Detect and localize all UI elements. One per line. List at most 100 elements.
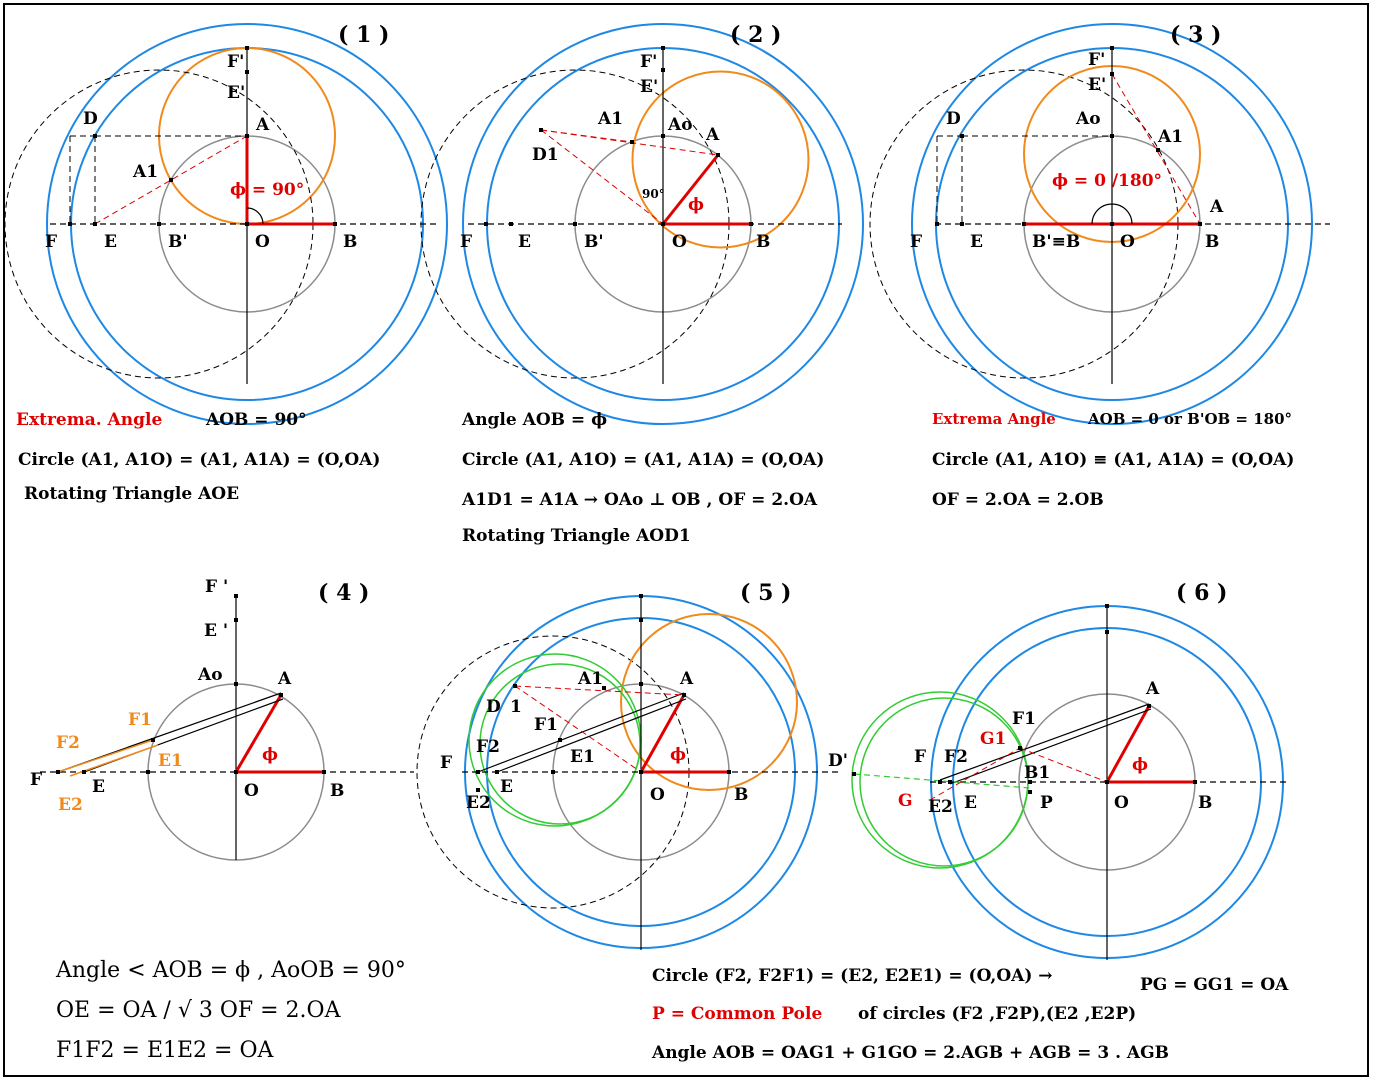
label-A: A [1209, 197, 1224, 217]
point-marker [1156, 148, 1160, 152]
point-marker [661, 46, 665, 50]
label-B: B [1205, 232, 1219, 252]
segment-OA [661, 154, 720, 225]
label-E: E [964, 793, 977, 813]
label-D: D [83, 109, 98, 129]
label-A: A [255, 115, 270, 135]
point-marker [1018, 746, 1022, 750]
point-marker [245, 134, 249, 138]
label-A1: A1 [1157, 127, 1183, 147]
figure-frame [3, 3, 1369, 1077]
point-marker [1110, 134, 1114, 138]
line-FA [477, 692, 685, 773]
point-marker [234, 618, 238, 622]
label-A: A [679, 669, 694, 689]
caption-4-b: OE = OA / √ 3 OF = 2.OA [56, 998, 341, 1023]
label-E1: E1 [570, 747, 595, 767]
point-marker [1110, 222, 1114, 226]
label-E: E [970, 232, 983, 252]
point-marker [279, 693, 283, 697]
panel-5-labels: F E O B A D 1 A1 F1 F2 E1 E2 ϕ [440, 669, 748, 813]
point-marker [573, 222, 577, 226]
label-F: F [45, 232, 57, 252]
point-marker [234, 770, 238, 774]
label-B-prime: B' [168, 232, 188, 252]
label-F-prime: F' [227, 52, 244, 72]
label-B-prime: B' [584, 232, 604, 252]
label-E-prime: E' [227, 83, 245, 103]
point-marker [56, 770, 60, 774]
point-marker [245, 46, 249, 50]
point-marker [639, 618, 643, 622]
point-marker [509, 222, 513, 226]
caption-6-a: Circle (F2, F2F1) = (E2, E2E1) = (O,OA) … [652, 966, 1053, 986]
label-E-prime: E' [1088, 75, 1106, 95]
caption-1-c: Rotating Triangle AOE [24, 484, 240, 504]
label-F1: F1 [128, 710, 152, 730]
orange-circle [631, 70, 810, 249]
label-F: F [914, 747, 926, 767]
segment-OA [1105, 705, 1151, 783]
point-marker [661, 68, 665, 72]
label-B: B [1198, 793, 1212, 813]
point-marker [727, 770, 731, 774]
point-marker [1105, 630, 1109, 634]
label-A1: A1 [577, 669, 603, 689]
line-F2F1 [57, 739, 154, 773]
label-A: A [1145, 679, 1160, 699]
label-phi: ϕ [262, 745, 278, 765]
label-B: B [756, 232, 770, 252]
label-A1: A1 [132, 162, 158, 182]
label-one: 1 [510, 697, 522, 717]
label-O: O [650, 785, 665, 805]
label-D: D [486, 697, 501, 717]
label-B-prime-B: B'≡B [1032, 232, 1080, 252]
label-F1: F1 [534, 715, 558, 735]
label-F2: F2 [56, 733, 80, 753]
point-marker [716, 153, 720, 157]
label-B: B [734, 785, 748, 805]
label-E1: E1 [158, 751, 183, 771]
point-marker [157, 222, 161, 226]
caption-2-d: Rotating Triangle AOD1 [462, 526, 691, 546]
panel-title-1: ( 1 ) [338, 22, 389, 48]
caption-6-b: of circles (F2 ,F2P),(E2 ,E2P) [858, 1004, 1137, 1024]
point-marker [960, 134, 964, 138]
point-marker [1022, 222, 1026, 226]
line-D1A1 [540, 129, 633, 143]
label-phi: ϕ [688, 195, 704, 215]
caption-3-a: AOB = 0 or B'OB = 180° [1088, 410, 1293, 428]
blue-circle-outer [462, 23, 864, 425]
point-marker [1110, 46, 1114, 50]
green-circle-2 [479, 663, 641, 825]
point-marker [938, 780, 942, 784]
caption-4-a: Angle < AOB = ϕ , AoOB = 90° [56, 958, 406, 983]
caption-6-a2: PG = GG1 = OA [1140, 975, 1289, 995]
angle-arc [1091, 203, 1133, 225]
point-marker [749, 222, 753, 226]
label-O: O [255, 232, 270, 252]
label-E: E [518, 232, 531, 252]
label-D1: D1 [532, 145, 559, 165]
label-E: E [500, 777, 513, 797]
label-G: G [898, 791, 913, 811]
label-D: D [946, 109, 961, 129]
point-marker [539, 128, 543, 132]
label-E2: E2 [58, 795, 83, 815]
segment-OA [234, 694, 283, 773]
caption-3-b: Circle (A1, A1O) ≡ (A1, A1A) = (O,OA) [932, 450, 1295, 470]
panel-title-5: ( 5 ) [740, 580, 791, 606]
point-marker [1110, 72, 1114, 76]
point-marker [682, 693, 686, 697]
caption-2-b: Circle (A1, A1O) = (A1, A1A) = (O,OA) [462, 450, 825, 470]
line-D1A [514, 685, 685, 696]
point-marker [1105, 604, 1109, 608]
label-Ao: Ao [197, 665, 223, 685]
point-marker [639, 682, 643, 686]
line-G1O [1019, 747, 1108, 783]
point-marker [333, 222, 337, 226]
point-marker [960, 222, 964, 226]
label-E-prime: E ' [204, 621, 228, 641]
point-marker [234, 682, 238, 686]
